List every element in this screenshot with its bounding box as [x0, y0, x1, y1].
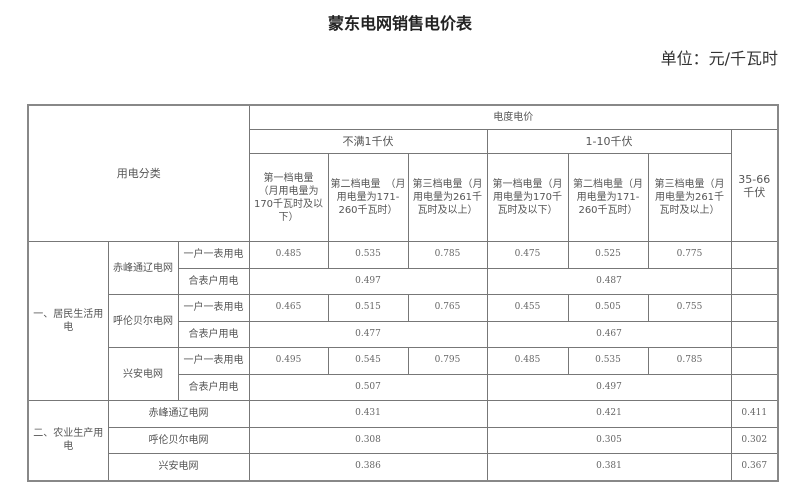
price-cell: 0.497 — [248, 267, 488, 295]
price-cell: 0.785 — [647, 347, 732, 375]
price-cell: 0.421 — [486, 400, 732, 428]
empty-cell — [730, 320, 779, 348]
price-cell: 0.381 — [486, 453, 732, 481]
price-cell: 0.495 — [248, 347, 329, 375]
price-cell: 0.302 — [730, 426, 779, 454]
subtype-label: 合表户用电 — [177, 320, 250, 348]
category-residential: 一、居民生活用电 — [27, 241, 109, 401]
price-cell: 0.505 — [567, 294, 649, 322]
subtype-label: 一户一表用电 — [177, 294, 250, 322]
empty-cell — [730, 267, 779, 295]
price-cell: 0.545 — [327, 347, 409, 375]
table-row: 一、居民生活用电 赤峰通辽电网 一户一表用电 0.485 0.535 0.785 0.475… — [27, 241, 779, 401]
price-cell: 0.485 — [248, 241, 329, 269]
table-row: 呼伦贝尔电网 0.308 0.305 0.302 — [28, 426, 779, 454]
price-cell: 0.535 — [567, 347, 649, 375]
price-cell: 0.431 — [248, 400, 488, 428]
price-cell: 0.765 — [407, 294, 488, 322]
header-1-10kv: 1-10千伏 — [486, 129, 732, 154]
grid-name: 兴安电网 — [107, 347, 179, 401]
grid-name: 呼伦贝尔电网 — [107, 294, 179, 348]
table-row: 兴安电网 0.386 0.381 0.367 — [28, 453, 779, 481]
table-row: 合表户用电 0.477 0.467 — [28, 320, 779, 348]
grid-name: 兴安电网 — [107, 453, 250, 481]
header-tier: 第二档电量（月用电量为171-260千瓦时） — [567, 153, 649, 242]
price-cell: 0.386 — [248, 453, 488, 481]
price-cell: 0.755 — [647, 294, 732, 322]
subtype-label: 一户一表用电 — [177, 347, 250, 375]
empty-cell — [730, 241, 779, 269]
price-cell: 0.455 — [486, 294, 569, 322]
category-agricultural: 二、农业生产用电 — [27, 400, 109, 481]
header-tier: 第一档电量（月用电量为170千瓦时及以下） — [486, 153, 569, 242]
page-title: 蒙东电网销售电价表 — [327, 14, 472, 33]
grid-name: 赤峰通辽电网 — [107, 241, 179, 295]
subtype-label: 合表户用电 — [177, 267, 250, 295]
header-tier: 第三档电量（月用电量为261千瓦时及以上） — [407, 153, 488, 242]
price-cell: 0.497 — [486, 373, 732, 401]
empty-cell — [730, 347, 779, 375]
price-cell: 0.477 — [248, 320, 488, 348]
price-cell: 0.465 — [248, 294, 329, 322]
header-35-66kv: 35-66千伏 — [730, 129, 779, 242]
price-cell: 0.475 — [486, 241, 569, 269]
header-tier: 第三档电量（月用电量为261千瓦时及以上） — [647, 153, 732, 242]
price-table: 用电分类 电度电价 不满1千伏 1-10千伏 35-66千伏 第一档电量 （月用… — [27, 104, 779, 482]
subtype-label: 一户一表用电 — [177, 241, 250, 269]
price-cell: 0.775 — [647, 241, 732, 269]
price-cell: 0.485 — [486, 347, 569, 375]
price-cell: 0.305 — [486, 426, 732, 454]
table-row: 二、农业生产用电 赤峰通辽电网 0.431 0.421 0.411 — [27, 400, 779, 481]
header-category: 用电分类 — [27, 104, 250, 242]
price-cell: 0.535 — [327, 241, 409, 269]
price-cell: 0.515 — [327, 294, 409, 322]
table-row: 兴安电网 一户一表用电 0.495 0.545 0.795 0.485 0.535 0.785 — [28, 347, 779, 401]
price-cell: 0.467 — [486, 320, 732, 348]
price-cell: 0.507 — [248, 373, 488, 401]
price-cell: 0.525 — [567, 241, 649, 269]
header-tier: 第一档电量 （月用电量为170千瓦时及以下） — [248, 153, 329, 242]
header-tier: 第二档电量 （月用电量为171-260千瓦时） — [327, 153, 409, 242]
subtype-label: 合表户用电 — [177, 373, 250, 401]
grid-name: 赤峰通辽电网 — [107, 400, 250, 428]
empty-cell — [730, 373, 779, 401]
price-cell: 0.795 — [407, 347, 488, 375]
unit-label: 单位：元/千瓦时 — [660, 49, 778, 68]
header-price: 电度电价 — [248, 104, 779, 130]
price-cell: 0.785 — [407, 241, 488, 269]
table-row: 呼伦贝尔电网 一户一表用电 0.465 0.515 0.765 0.455 0.505 0.7… — [28, 294, 779, 348]
price-cell: 0.308 — [248, 426, 488, 454]
empty-cell — [730, 294, 779, 322]
price-cell: 0.487 — [486, 267, 732, 295]
price-cell: 0.367 — [730, 453, 779, 481]
grid-name: 呼伦贝尔电网 — [107, 426, 250, 454]
price-cell: 0.411 — [730, 400, 779, 428]
header-lt1kv: 不满1千伏 — [248, 129, 488, 154]
